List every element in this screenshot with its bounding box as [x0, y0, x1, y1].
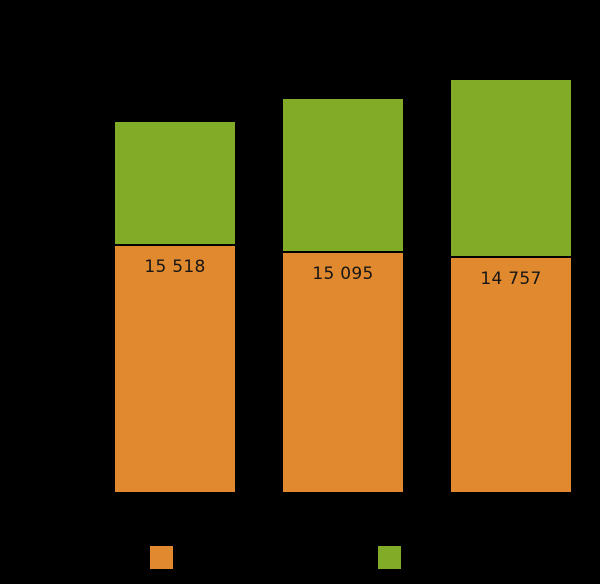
bar-3-segment-divider [451, 256, 571, 259]
bar-3-green-segment [451, 80, 571, 258]
bar-1-value-label: 15 518 [144, 257, 206, 277]
bar-2-orange-segment [283, 251, 403, 492]
bar-1-orange-segment [115, 245, 235, 492]
chart-legend [0, 546, 600, 572]
bar-1-green-segment [115, 122, 235, 245]
bar-2-segment-divider [283, 250, 403, 253]
legend-swatch-orange [150, 546, 173, 569]
bar-3-orange-segment [451, 257, 571, 492]
legend-swatch-green [378, 546, 401, 569]
bar-2-value-label: 15 095 [312, 263, 374, 284]
bar-3-value-label: 14 757 [480, 269, 542, 290]
bar-1-segment-divider [115, 244, 235, 246]
bar-2-green-segment [283, 98, 403, 252]
